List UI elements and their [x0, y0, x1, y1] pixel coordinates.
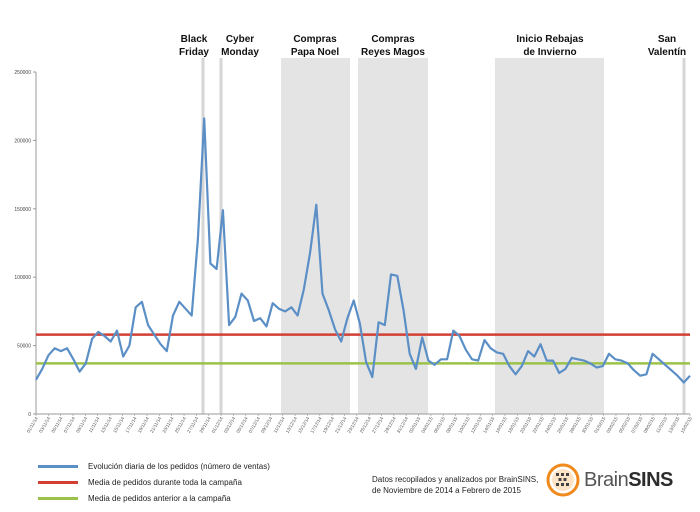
x-tick-label: 11/02/15 [655, 416, 668, 434]
x-tick-label: 03/11/14 [38, 416, 51, 434]
event-label: Black [181, 34, 208, 45]
event-label: San [658, 34, 676, 45]
x-tick-label: 09/11/14 [75, 416, 88, 434]
x-tick-label: 15/02/15 [680, 416, 693, 434]
x-tick-label: 05/11/14 [50, 416, 63, 434]
legend-item-daily: Evolución diaria de los pedidos (número … [38, 458, 270, 474]
event-band [281, 58, 350, 414]
y-tick-label: 100000 [14, 275, 31, 281]
event-label: Cyber [226, 34, 254, 45]
y-tick-label: 0 [28, 412, 31, 418]
average-lines [36, 333, 690, 365]
x-tick-label: 11/12/14 [273, 416, 286, 434]
x-tick-label: 27/11/14 [186, 416, 199, 434]
x-tick-label: 13/11/14 [100, 416, 113, 434]
credits-line-1: Datos recopilados y analizados por Brain… [372, 475, 539, 484]
daily-orders-line [35, 117, 691, 384]
event-label: Reyes Magos [361, 47, 425, 58]
credits-note: Datos recopilados y analizados por Brain… [372, 474, 552, 496]
event-band [358, 58, 428, 414]
brainsins-logo-text: BrainSINS [584, 468, 673, 491]
legend-label-daily: Evolución diaria de los pedidos (número … [88, 461, 270, 471]
x-axis: 01/11/14 03/11/14 05/11/14 07/11/14 09/11/14… [26, 414, 693, 434]
x-tick-label: 07/11/14 [63, 416, 76, 434]
brainsins-logo-icon [546, 463, 580, 497]
y-tick-label: 200000 [14, 138, 31, 144]
legend-swatch-pre-campaign-avg [38, 496, 78, 500]
y-tick-label: 150000 [14, 207, 31, 213]
legend-item-campaign-avg: Media de pedidos durante toda la campaña [38, 474, 270, 490]
legend: Evolución diaria de los pedidos (número … [38, 458, 270, 506]
x-tick-label: 19/11/14 [137, 416, 150, 434]
legend-item-pre-campaign-avg: Media de pedidos anterior a la campaña [38, 490, 270, 506]
y-tick-label: 250000 [14, 70, 31, 76]
credits-line-2: de Noviembre de 2014 a Febrero de 2015 [372, 486, 521, 495]
event-bands [201, 58, 686, 414]
y-axis: 0 50000 100000 150000 200000 250000 [14, 70, 690, 418]
event-label: Papa Noel [291, 47, 340, 58]
event-label: de Invierno [523, 47, 576, 58]
legend-swatch-daily [38, 464, 78, 468]
x-tick-label: 15/11/14 [112, 416, 125, 434]
event-label: Compras [293, 34, 337, 45]
x-tick-label: 17/11/14 [124, 416, 137, 434]
x-tick-label: 21/11/14 [149, 416, 162, 434]
event-label: Compras [371, 34, 415, 45]
legend-swatch-campaign-avg [38, 480, 78, 484]
y-tick-label: 50000 [17, 344, 31, 350]
x-tick-label: 25/11/14 [174, 416, 187, 434]
event-label: Valentín [648, 47, 686, 58]
event-annotations: Black Friday Cyber Monday Compras Papa Noel Co… [179, 34, 686, 58]
event-label: Friday [179, 47, 209, 58]
event-label: Monday [221, 47, 259, 58]
daily-orders-series [35, 117, 691, 384]
legend-label-pre-campaign-avg: Media de pedidos anterior a la campaña [88, 493, 231, 503]
event-band [495, 58, 604, 414]
x-tick-label: 23/11/14 [161, 416, 174, 434]
x-tick-label: 29/11/14 [199, 416, 212, 434]
event-label: Inicio Rebajas [516, 34, 584, 45]
brainsins-logo: BrainSINS [546, 460, 686, 500]
x-tick-label: 01/11/14 [26, 416, 39, 434]
legend-label-campaign-avg: Media de pedidos durante toda la campaña [88, 477, 242, 487]
x-tick-label: 11/11/14 [88, 416, 101, 434]
